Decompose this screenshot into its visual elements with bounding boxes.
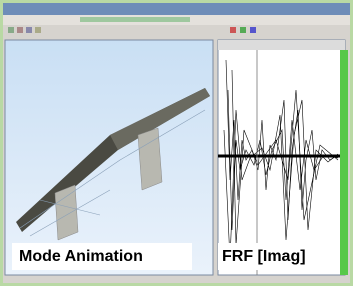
tool-icon[interactable]	[17, 27, 23, 33]
tool-icon[interactable]	[250, 27, 256, 33]
bridge-pier	[55, 185, 78, 240]
page: Mode Animation FRF [Imag] (() => { const…	[0, 0, 353, 286]
tool-icon[interactable]	[230, 27, 236, 33]
progress-strip	[80, 17, 190, 22]
left-label: Mode Animation	[19, 248, 143, 265]
right-label: FRF [Imag]	[222, 248, 306, 265]
tool-icon[interactable]	[240, 27, 246, 33]
scroll-strip	[340, 50, 348, 275]
tool-icon[interactable]	[8, 27, 14, 33]
title-bar	[3, 3, 350, 15]
tool-icon[interactable]	[35, 27, 41, 33]
tool-icon[interactable]	[26, 27, 32, 33]
screenshot: Mode Animation FRF [Imag]	[0, 0, 353, 286]
frf-toolbar	[218, 40, 345, 50]
